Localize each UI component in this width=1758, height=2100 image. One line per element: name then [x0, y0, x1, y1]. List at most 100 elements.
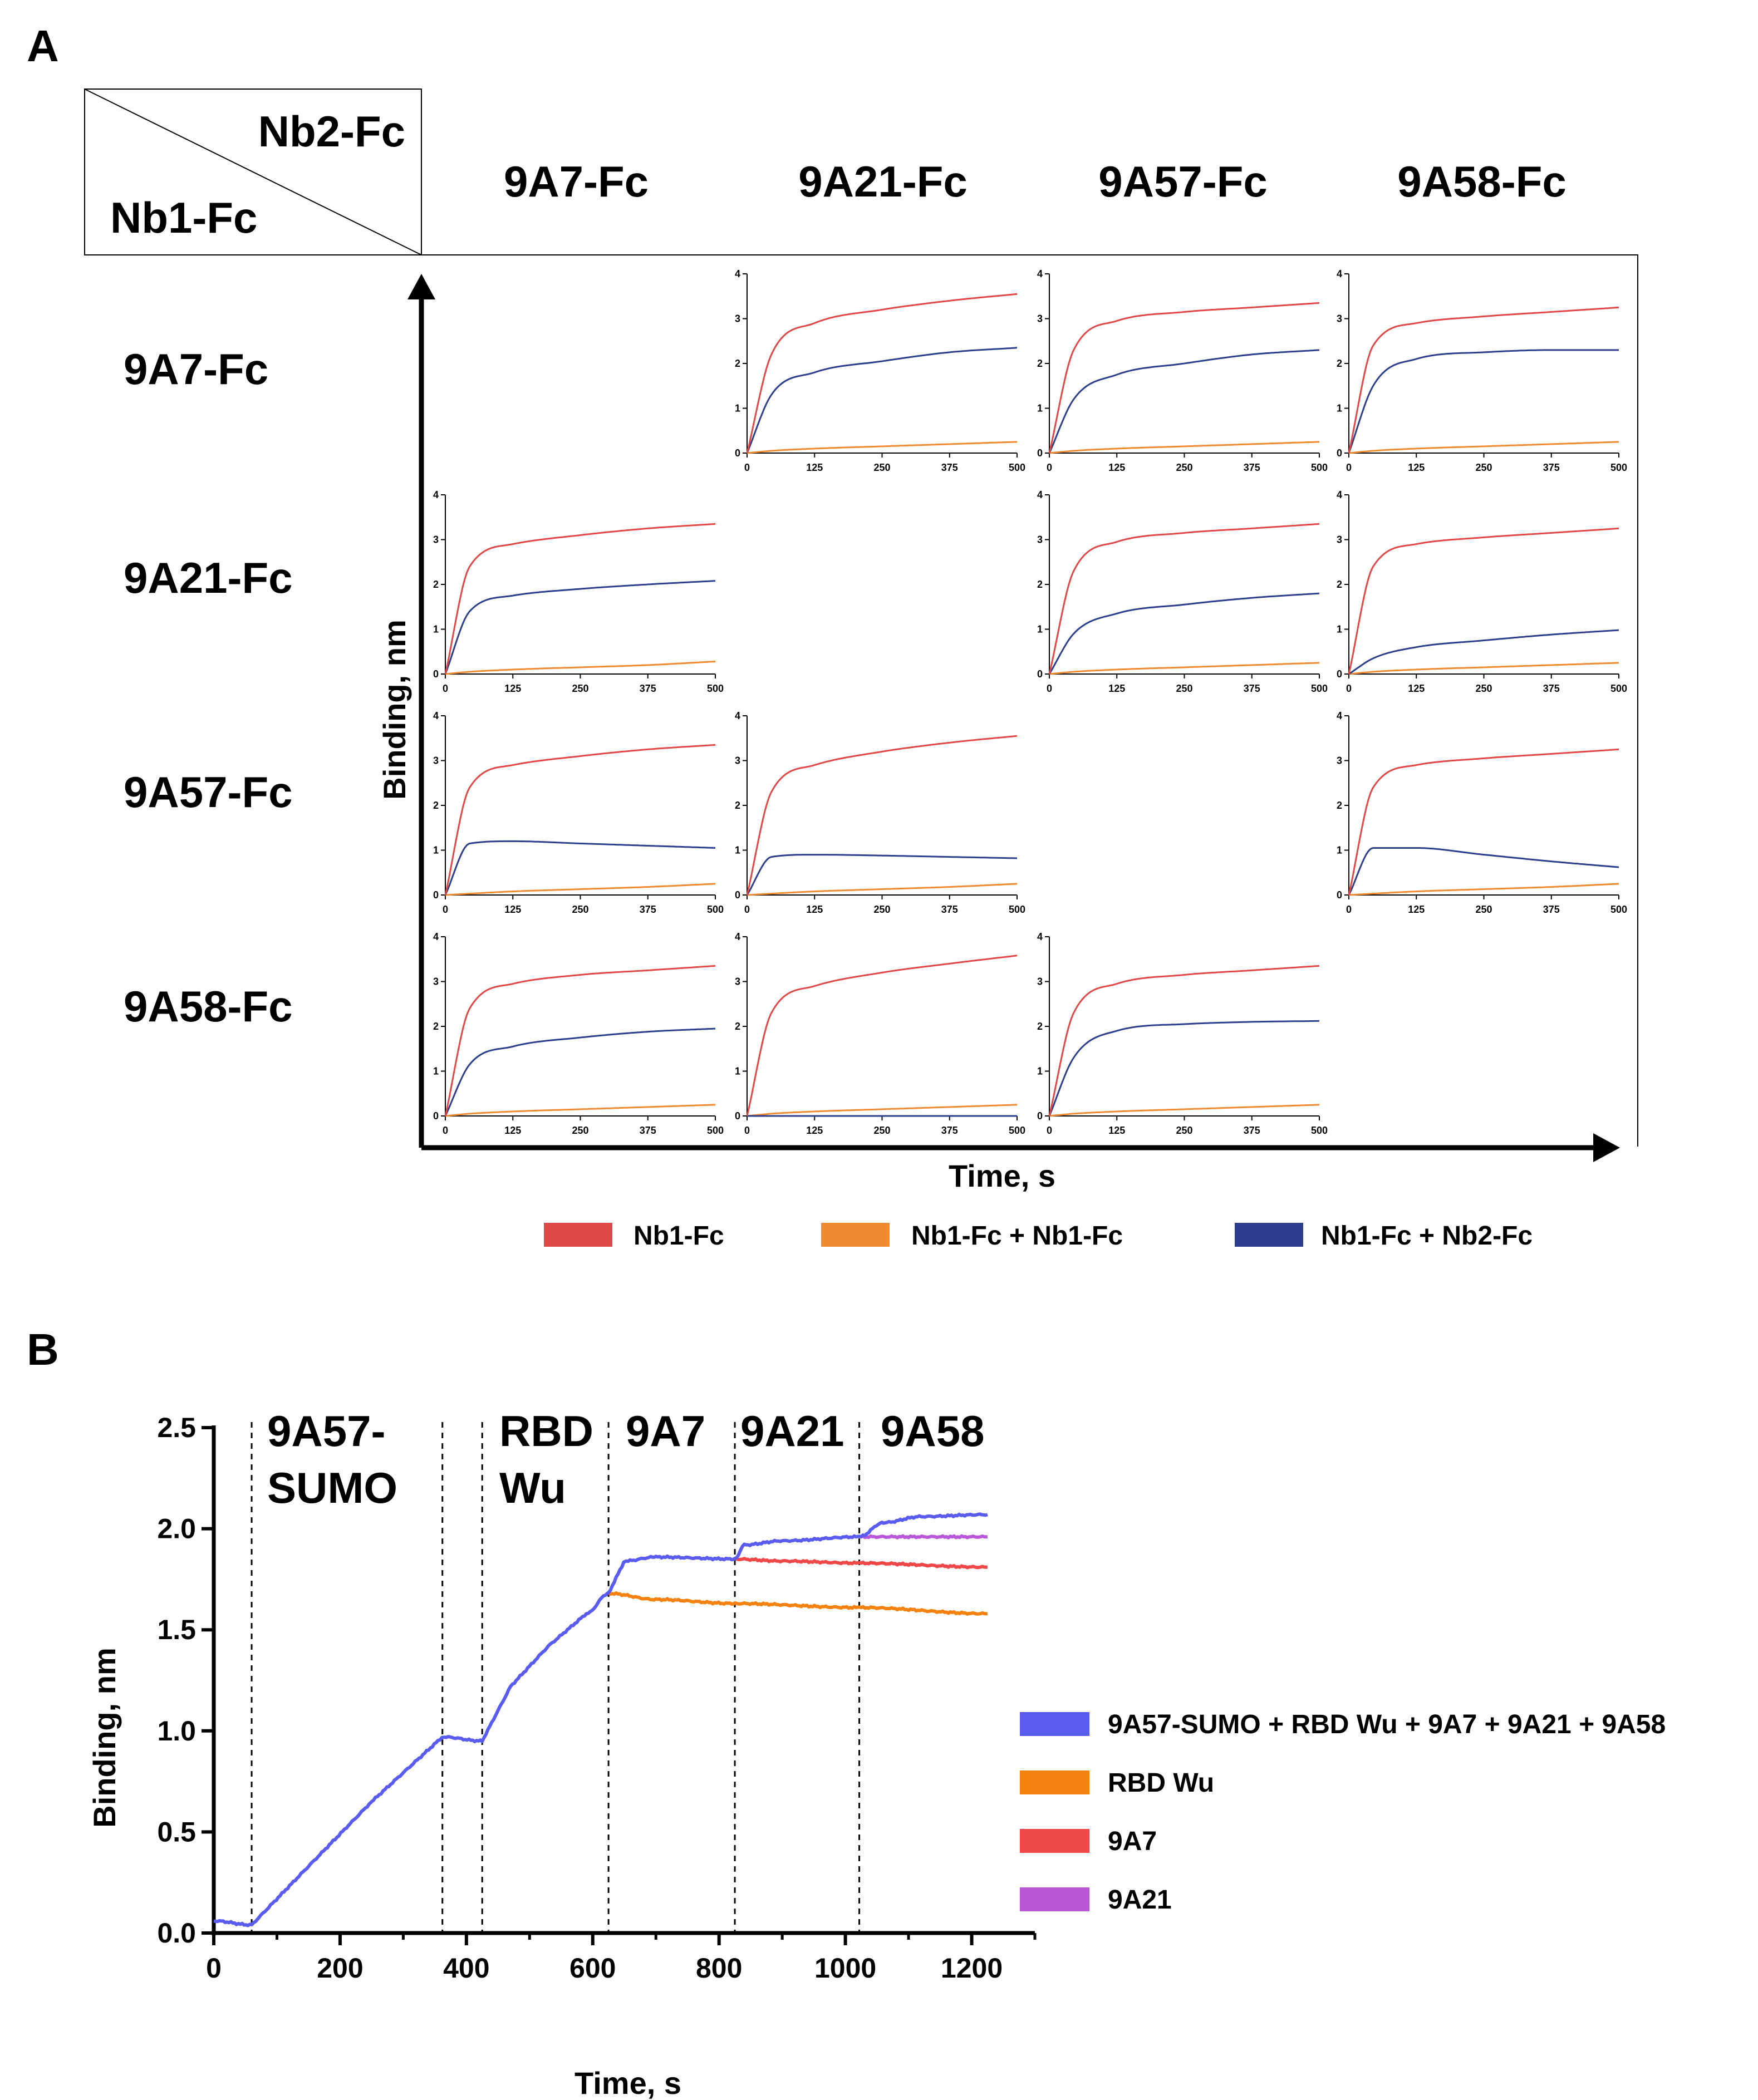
b-ytick-label: 1.0: [157, 1715, 196, 1747]
subplot-ytick-label: 1: [735, 845, 740, 856]
subplot-ytick-label: 1: [735, 1066, 740, 1077]
subplot-9A58-Fc-vs-9A57-Fc: 0 1 2 3 4 0 125 250 375 500: [1037, 931, 1328, 1136]
subplot-xtick-label: 250: [572, 904, 588, 915]
grid-frame: [421, 254, 1638, 1147]
series-blue-line: [746, 854, 1018, 896]
series-red-line: [746, 735, 1018, 896]
subplot-xtick-label: 500: [1009, 904, 1025, 915]
subplot-ytick-label: 4: [735, 268, 740, 279]
subplot-ytick-label: 3: [1337, 534, 1342, 545]
subplot-ytick-label: 4: [1337, 268, 1342, 279]
subplot-ytick-label: 2: [433, 1021, 439, 1032]
subplot-xtick-label: 375: [941, 462, 958, 473]
b-xtick-label: 800: [696, 1953, 742, 1984]
subplot-ytick-label: 4: [735, 931, 740, 942]
series-red-line: [1048, 965, 1320, 1117]
b-xtick-label: 400: [443, 1953, 489, 1984]
subplot-ytick-label: 4: [1037, 489, 1043, 500]
series-orange-line: [445, 661, 716, 675]
series-orange-line: [747, 883, 1018, 896]
subplot-ytick-label: 2: [1337, 579, 1342, 590]
row-header-1: 9A7-Fc: [124, 345, 268, 394]
subplot-ytick-label: 1: [1337, 624, 1342, 635]
subplot-ytick-label: 2: [433, 800, 439, 811]
subplot-xtick-label: 375: [1244, 1125, 1260, 1136]
series-red-line: [1348, 748, 1619, 896]
subplot-ytick-label: 2: [1037, 1021, 1043, 1032]
series-blue-line: [444, 840, 716, 896]
subplot-ytick-label: 4: [433, 931, 439, 942]
series-blue-line: [444, 580, 716, 675]
subplot-ytick-label: 1: [1337, 845, 1342, 856]
legend-swatch-nb1: [544, 1223, 612, 1247]
series-blue-line: [1348, 629, 1619, 675]
subplot-xtick-label: 500: [1311, 462, 1328, 473]
subplot-xtick-label: 125: [806, 462, 823, 473]
subplot-xtick-label: 375: [1543, 683, 1560, 694]
b-ytick-label: 1.5: [157, 1614, 196, 1645]
subplot-ytick-label: 3: [1337, 755, 1342, 766]
b-ytick-label: 2.5: [157, 1412, 196, 1443]
subplot-xtick-label: 500: [707, 904, 724, 915]
b-xtick-label: 0: [206, 1953, 222, 1984]
b-phase-label: SUMO: [267, 1463, 397, 1512]
subplot-ytick-label: 4: [1337, 489, 1342, 500]
subplot-xtick-label: 125: [1108, 683, 1125, 694]
panel-a-subplots: 0 1 2 3 4 0 125 250 375 500 0 1 2 3 4 0 125 250 375 500 0 1 2 3…: [433, 268, 1627, 1136]
subplot-xtick-label: 0: [744, 462, 750, 473]
subplot-xtick-label: 0: [744, 1125, 750, 1136]
subplot-9A21-Fc-vs-9A57-Fc: 0 1 2 3 4 0 125 250 375 500: [1037, 489, 1328, 694]
subplot-xtick-label: 250: [1475, 904, 1492, 915]
subplot-9A7-Fc-vs-9A21-Fc: 0 1 2 3 4 0 125 250 375 500: [735, 268, 1025, 473]
b-phase-label: 9A7: [626, 1406, 705, 1455]
b-phase-label: Wu: [499, 1463, 566, 1512]
subplot-ytick-label: 0: [1337, 889, 1342, 901]
series-blue-line: [746, 347, 1018, 454]
series-red-line: [444, 965, 716, 1117]
panel-b-xlabel: Time, s: [574, 2065, 681, 2100]
subplot-xtick-label: 0: [1346, 462, 1352, 473]
col-header-1: 9A7-Fc: [504, 157, 649, 206]
subplot-ytick-label: 4: [735, 710, 740, 721]
subplot-xtick-label: 375: [1543, 462, 1560, 473]
subplot-ytick-label: 4: [1037, 931, 1043, 942]
series-orange-line: [1049, 441, 1320, 454]
corner-box: Nb2-Fc Nb1-Fc: [84, 88, 422, 255]
col-header-4: 9A58-Fc: [1397, 157, 1566, 206]
subplot-xtick-label: 500: [1009, 462, 1025, 473]
subplot-xtick-label: 375: [941, 904, 958, 915]
subplot-ytick-label: 0: [735, 447, 740, 459]
b-legend-label-full: 9A57-SUMO + RBD Wu + 9A7 + 9A21 + 9A58: [1108, 1710, 1666, 1739]
subplot-ytick-label: 1: [433, 1066, 439, 1077]
b-phase-label: RBD: [499, 1406, 593, 1455]
subplot-xtick-label: 125: [1408, 904, 1425, 915]
b-ytick-label: 2.0: [157, 1513, 196, 1545]
subplot-ytick-label: 2: [735, 1021, 740, 1032]
subplot-ytick-label: 3: [1037, 313, 1043, 324]
b-legend-label-rbd: RBD Wu: [1108, 1768, 1214, 1798]
b-xtick-label: 1200: [941, 1953, 1003, 1984]
panel-a-xlabel: Time, s: [949, 1158, 1055, 1193]
subplot-xtick-label: 0: [1346, 904, 1352, 915]
b-series-line: [213, 1512, 988, 1927]
subplot-ytick-label: 2: [735, 800, 740, 811]
subplot-xtick-label: 375: [640, 904, 656, 915]
legend-label-nb1-nb1: Nb1-Fc + Nb1-Fc: [911, 1221, 1123, 1251]
subplot-ytick-label: 2: [1337, 358, 1342, 369]
subplot-xtick-label: 250: [572, 1125, 588, 1136]
subplot-xtick-label: 250: [1176, 683, 1192, 694]
series-red-line: [1348, 306, 1619, 454]
subplot-xtick-label: 0: [443, 904, 448, 915]
subplot-xtick-label: 375: [1543, 904, 1560, 915]
series-red-line: [1048, 523, 1320, 675]
subplot-ytick-label: 3: [433, 755, 439, 766]
series-orange-line: [747, 441, 1018, 454]
series-blue-line: [1348, 349, 1619, 454]
subplot-xtick-label: 250: [1475, 462, 1492, 473]
subplot-ytick-label: 3: [1037, 534, 1043, 545]
b-ytick-label: 0.0: [157, 1917, 196, 1949]
b-legend-swatch-full: [1020, 1712, 1089, 1736]
series-orange-line: [1049, 662, 1320, 675]
b-phase-label: 9A21: [740, 1406, 844, 1455]
series-orange-line: [1348, 662, 1619, 675]
